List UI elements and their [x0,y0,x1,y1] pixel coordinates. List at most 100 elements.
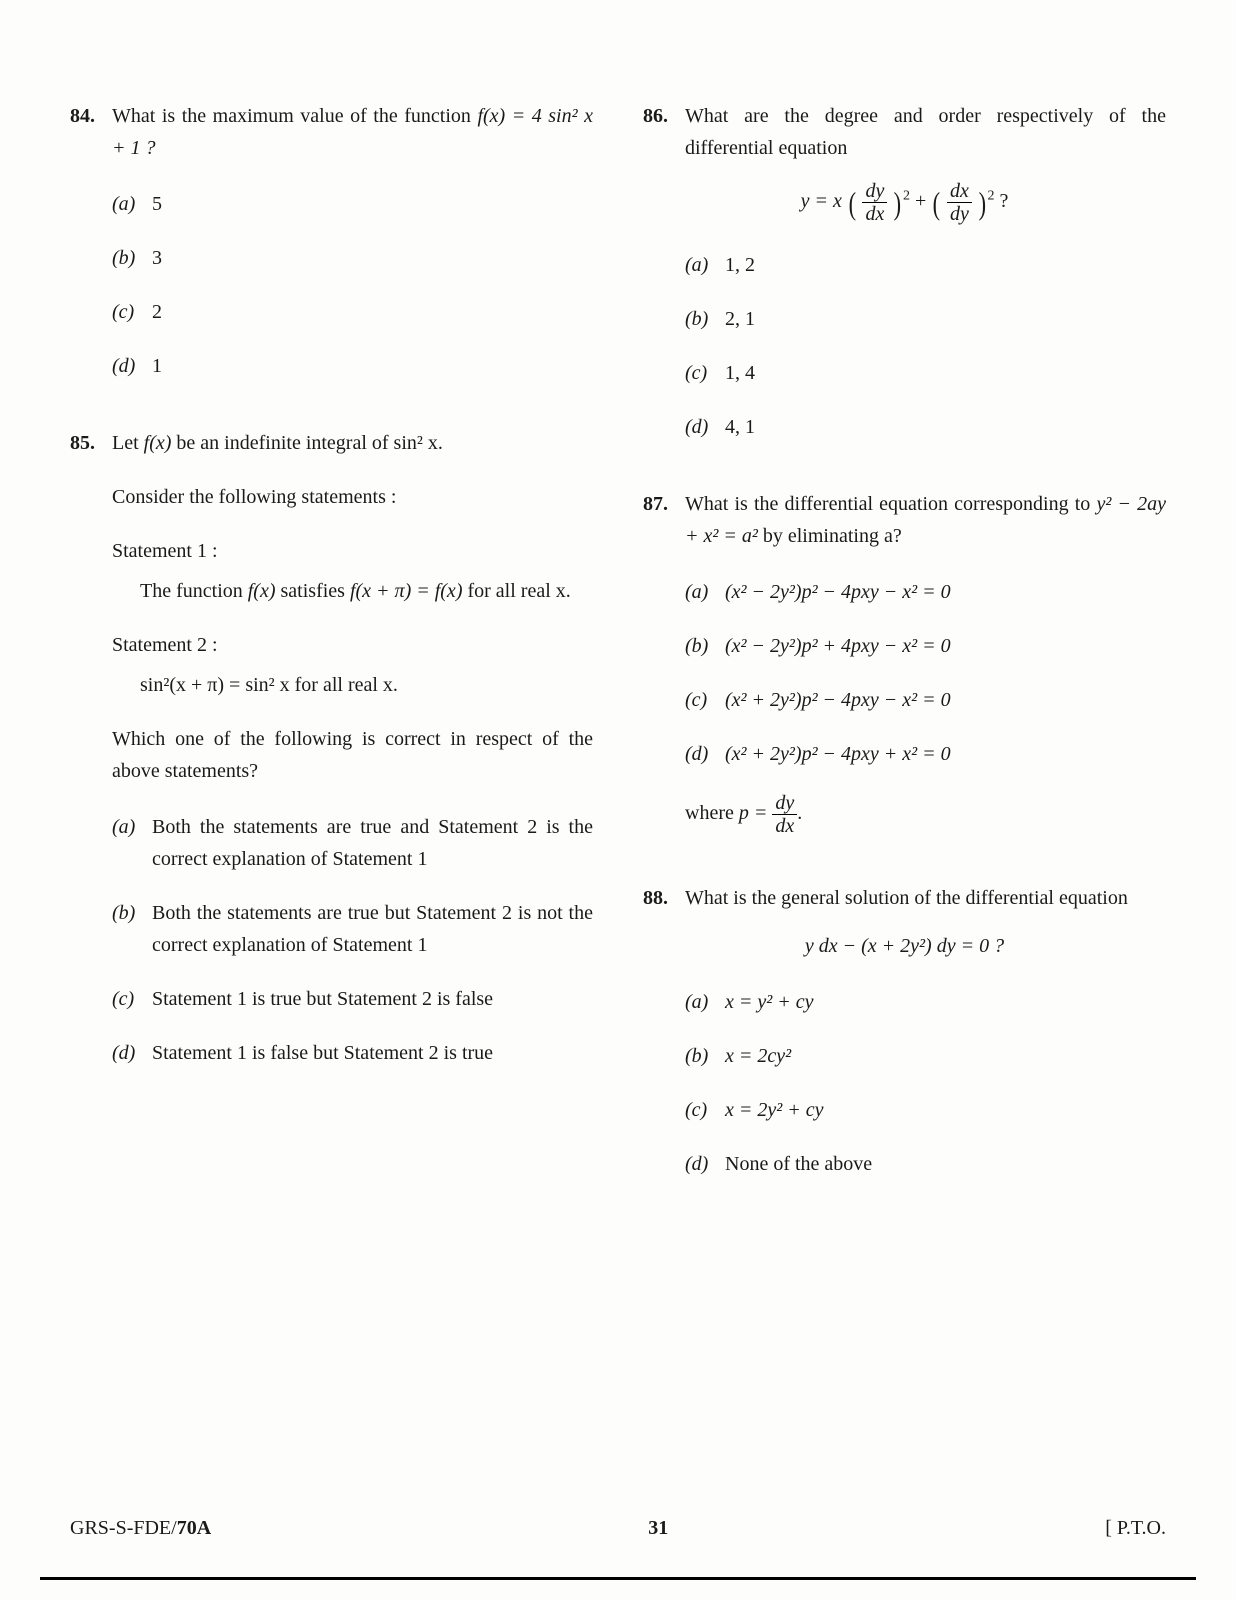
page-footer: GRS-S-FDE/70A 31 [ P.T.O. [70,1517,1166,1540]
question-number: 88. [643,882,685,914]
question-number: 84. [70,100,112,132]
option-c: (c)(x² + 2y²)p² − 4pxy − x² = 0 [685,684,1166,716]
option-c: (c)1, 4 [685,357,1166,389]
opt-text: x = 2y² + cy [725,1094,1166,1126]
eq-prefix: y = x [801,190,842,212]
opt-text: None of the above [725,1148,1166,1180]
s1-l2-b: for all real x. [462,580,570,602]
frac2-num: dx [947,180,972,203]
consider-line: Consider the following statements : [112,481,593,513]
opt-label: (b) [112,242,152,274]
question-text: What is the general solution of the diff… [685,882,1166,914]
opt-label: (b) [685,1040,725,1072]
opt-label: (c) [685,684,725,716]
q87-text-a: What is the differential equation corres… [685,493,1096,515]
q85-intro-b: f(x) [144,432,172,454]
opt-label: (d) [112,350,152,382]
question-88: 88. What is the general solution of the … [643,882,1166,1180]
question-text: What are the degree and order respective… [685,100,1166,164]
opt-text: 5 [152,188,593,220]
left-column: 84. What is the maximum value of the fun… [70,100,593,1225]
q88-equation: y dx − (x + 2y²) dy = 0 ? [643,930,1166,962]
opt-label: (b) [685,303,725,335]
which-line: Which one of the following is correct in… [112,723,593,787]
exponent-2: 2 [903,188,910,203]
pto-label: [ P.T.O. [1105,1517,1166,1540]
fraction-1: dy dx [862,180,887,225]
code-prefix: GRS-S-FDE/ [70,1517,177,1539]
where-num: dy [772,792,797,815]
opt-text: (x² + 2y²)p² − 4pxy + x² = 0 [725,738,1166,770]
option-b: (b)(x² − 2y²)p² + 4pxy − x² = 0 [685,630,1166,662]
where-b: p = [739,802,773,824]
option-c: (c)x = 2y² + cy [685,1094,1166,1126]
opt-label: (d) [685,738,725,770]
option-b: (b)Both the statements are true but Stat… [112,897,593,961]
statement-1-title: Statement 1 : [112,535,593,567]
opt-label: (a) [112,811,152,843]
option-a: (a)5 [112,188,593,220]
question-number: 87. [643,488,685,520]
opt-text: 1 [152,350,593,382]
options-88: (a)x = y² + cy (b)x = 2cy² (c)x = 2y² + … [643,986,1166,1180]
where-den: dx [772,815,797,837]
opt-text: x = y² + cy [725,986,1166,1018]
rparen-icon: ) [894,187,901,219]
s1-l1-b: f(x) [248,580,276,602]
frac1-num: dy [862,180,887,203]
question-text: Let f(x) be an indefinite integral of si… [112,427,593,459]
s1-l1-c: satisfies [276,580,350,602]
opt-text: 3 [152,242,593,274]
opt-text: 4, 1 [725,411,1166,443]
options-84: (a)5 (b)3 (c)2 (d)1 [70,188,593,382]
opt-label: (d) [685,1148,725,1180]
question-text: What is the maximum value of the functio… [112,100,593,164]
opt-label: (c) [112,983,152,1015]
opt-label: (b) [112,897,152,929]
option-a: (a)1, 2 [685,249,1166,281]
option-d: (d)1 [112,350,593,382]
exponent-2: 2 [988,188,995,203]
opt-label: (d) [685,411,725,443]
exam-page: 84. What is the maximum value of the fun… [0,0,1236,1600]
q85-intro-a: Let [112,432,144,454]
options-85: (a)Both the statements are true and Stat… [70,811,593,1069]
q85-intro-c: be an indefinite integral of sin² x. [171,432,442,454]
opt-text: 1, 2 [725,249,1166,281]
paper-code: GRS-S-FDE/70A [70,1517,211,1540]
lparen-icon: ( [933,187,940,219]
options-87: (a)(x² − 2y²)p² − 4pxy − x² = 0 (b)(x² −… [643,576,1166,770]
option-c: (c)Statement 1 is true but Statement 2 i… [112,983,593,1015]
question-number: 85. [70,427,112,459]
statement-1-body: The function f(x) satisfies f(x + π) = f… [112,575,593,607]
statement-2-title: Statement 2 : [112,629,593,661]
option-a: (a)(x² − 2y²)p² − 4pxy − x² = 0 [685,576,1166,608]
opt-text: Both the statements are true and Stateme… [152,811,593,875]
question-86: 86. What are the degree and order respec… [643,100,1166,443]
option-d: (d)Statement 1 is false but Statement 2 … [112,1037,593,1069]
opt-label: (c) [685,1094,725,1126]
opt-text: x = 2cy² [725,1040,1166,1072]
q87-text-b: by eliminating a? [758,525,902,547]
option-d: (d)4, 1 [685,411,1166,443]
bottom-rule [40,1577,1196,1580]
question-87: 87. What is the differential equation co… [643,488,1166,837]
option-a: (a)x = y² + cy [685,986,1166,1018]
where-a: where [685,802,739,824]
question-84: 84. What is the maximum value of the fun… [70,100,593,382]
opt-label: (d) [112,1037,152,1069]
opt-text: Both the statements are true but Stateme… [152,897,593,961]
opt-label: (c) [112,296,152,328]
fraction-2: dx dy [947,180,972,225]
lparen-icon: ( [848,187,855,219]
page-number: 31 [648,1517,668,1540]
option-a: (a)Both the statements are true and Stat… [112,811,593,875]
option-b: (b)3 [112,242,593,274]
opt-label: (a) [112,188,152,220]
statement-2-body: sin²(x + π) = sin² x for all real x. [112,669,593,701]
opt-text: (x² − 2y²)p² + 4pxy − x² = 0 [725,630,1166,662]
question-text: What is the differential equation corres… [685,488,1166,552]
opt-label: (b) [685,630,725,662]
option-b: (b)x = 2cy² [685,1040,1166,1072]
where-dot: . [797,802,802,824]
